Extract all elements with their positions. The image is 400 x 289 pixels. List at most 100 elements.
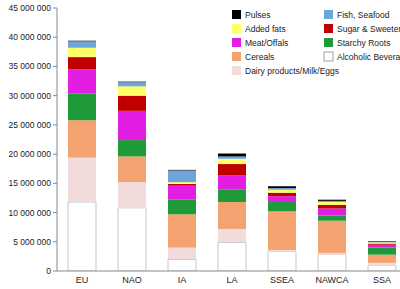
- bar-segment: [118, 81, 146, 83]
- y-tick-label: 25 000 000: [8, 120, 51, 130]
- bar-segment: [268, 193, 296, 197]
- y-axis: [57, 8, 58, 271]
- bar-segment: [68, 69, 96, 93]
- bar-segment: [118, 111, 146, 140]
- bars: [68, 41, 396, 271]
- x-tick-label: NAO: [122, 275, 142, 285]
- x-tick-label: SSEA: [270, 275, 294, 285]
- y-tick: [53, 8, 57, 9]
- bar-segment: [168, 169, 196, 171]
- legend-swatch: [232, 24, 241, 33]
- legend-label: Added fats: [245, 24, 286, 34]
- legend-swatch: [324, 10, 333, 19]
- bar-segment: [368, 242, 396, 243]
- bar-segment: [268, 186, 296, 188]
- bar-segment: [268, 190, 296, 193]
- bar-segment: [68, 158, 96, 202]
- y-tick: [53, 66, 57, 67]
- y-tick-label: 5 000 000: [13, 237, 51, 247]
- y-tick: [53, 95, 57, 96]
- bar-segment: [368, 245, 396, 248]
- bar-segment: [68, 48, 96, 57]
- y-tick: [53, 154, 57, 155]
- bar-segment: [118, 96, 146, 111]
- bar-segment: [368, 255, 396, 263]
- bar-segment: [318, 201, 346, 202]
- bar-segment: [368, 248, 396, 255]
- x-tick-label: IA: [178, 275, 187, 285]
- bar-segment: [118, 208, 146, 271]
- bar-segment: [168, 186, 196, 200]
- x-tick-label: SSA: [373, 275, 391, 285]
- bar-segment: [268, 202, 296, 211]
- bar-segment: [268, 196, 296, 202]
- legend-swatch: [324, 38, 333, 47]
- legend-label: Meat/Offals: [245, 38, 288, 48]
- bar-segment: [118, 182, 146, 208]
- legend-label: Alcoholic Beverages: [337, 52, 400, 62]
- y-tick-label: 20 000 000: [8, 149, 51, 159]
- bar-segment: [218, 175, 246, 190]
- y-tick: [53, 183, 57, 184]
- y-tick: [53, 37, 57, 38]
- legend-swatch: [232, 38, 241, 47]
- bar-segment: [268, 250, 296, 252]
- bar-segment: [218, 190, 246, 202]
- bar-segment: [168, 170, 196, 182]
- bar-segment: [318, 202, 346, 205]
- bar-segment: [218, 229, 246, 242]
- legend-label: Cereals: [245, 52, 274, 62]
- bar-segment: [168, 248, 196, 260]
- bar-segment: [118, 86, 146, 95]
- bar-segment: [218, 154, 246, 157]
- bar-segment: [168, 214, 196, 247]
- bar-segment: [368, 263, 396, 266]
- bar-segment: [168, 184, 196, 186]
- y-tick-label: 0: [46, 266, 51, 276]
- bar-segment: [118, 156, 146, 182]
- legend-swatch: [324, 24, 333, 33]
- x-tick-label: EU: [76, 275, 89, 285]
- bar-segment: [168, 182, 196, 184]
- bar-segment: [268, 252, 296, 271]
- bar-segment: [118, 140, 146, 156]
- bar-segment: [318, 221, 346, 253]
- bar-segment: [68, 202, 96, 271]
- bar-segment: [268, 211, 296, 250]
- legend-label: Dairy products/Milk/Eggs: [245, 66, 339, 76]
- bar-segment: [68, 40, 96, 42]
- bar-segment: [368, 241, 396, 243]
- bar-segment: [318, 253, 346, 255]
- y-tick-label: 35 000 000: [8, 61, 51, 71]
- y-tick: [53, 212, 57, 213]
- legend-label: Fish, Seafood: [337, 10, 390, 20]
- bar-segment: [318, 215, 346, 220]
- y-tick: [53, 271, 57, 272]
- legend-swatch: [324, 52, 333, 61]
- bar-segment: [218, 159, 246, 164]
- legend-swatch: [232, 10, 241, 19]
- bar-segment: [368, 244, 396, 245]
- legend: PulsesFish, SeafoodAdded fatsSugar & Swe…: [232, 10, 400, 76]
- y-tick-label: 10 000 000: [8, 208, 51, 218]
- chart: 0 5 000 000 10 000 000 15 000 000 20 000 000…: [0, 0, 400, 289]
- bar-segment: [318, 200, 346, 201]
- bar-segment: [118, 82, 146, 86]
- bar-segment: [318, 255, 346, 271]
- x-tick-label: NAWCA: [315, 275, 348, 285]
- bar-segment: [68, 57, 96, 69]
- bar-segment: [168, 259, 196, 271]
- y-tick: [53, 241, 57, 242]
- bar-segment: [68, 93, 96, 120]
- bar-segment: [168, 200, 196, 215]
- bar-segment: [218, 202, 246, 229]
- bar-segment: [218, 156, 246, 158]
- bar-segment: [218, 164, 246, 175]
- x-tick-label: LA: [226, 275, 237, 285]
- bar-segment: [318, 208, 346, 215]
- bar-segment: [68, 120, 96, 157]
- bar-segment: [218, 242, 246, 271]
- y-tick-label: 15 000 000: [8, 178, 51, 188]
- y-tick-label: 45 000 000: [8, 3, 51, 13]
- bar-segment: [368, 241, 396, 243]
